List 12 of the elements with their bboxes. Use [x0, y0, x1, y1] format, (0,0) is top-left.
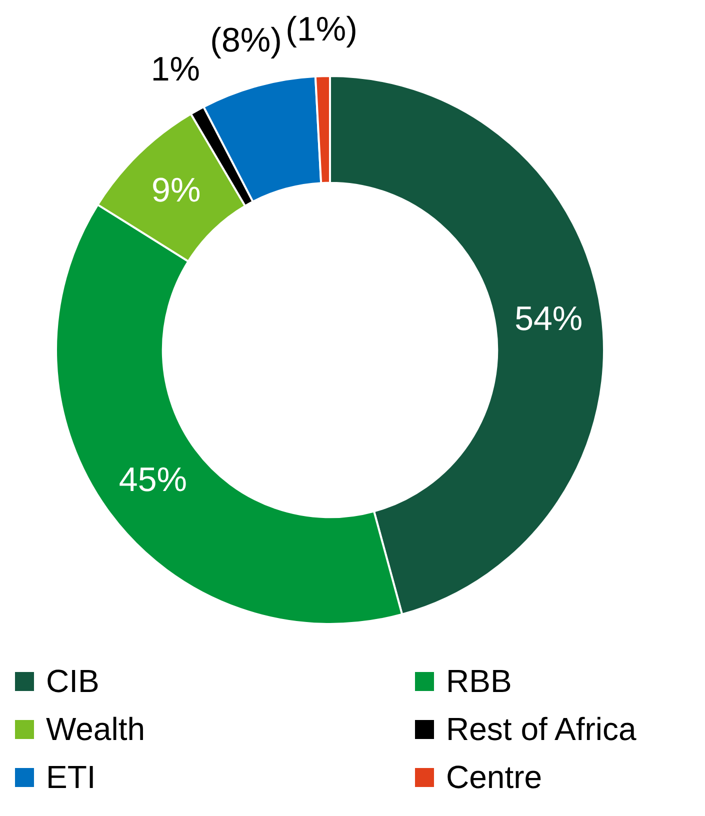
legend-label: Centre	[445, 758, 544, 797]
data-label: 54%	[514, 300, 583, 338]
legend-label: CIB	[45, 662, 100, 701]
data-label: (1%)	[286, 10, 358, 48]
data-label: 1%	[150, 50, 200, 88]
legend-label: ETI	[45, 758, 97, 797]
legend-label: Wealth	[45, 710, 146, 749]
legend-label: Rest of Africa	[445, 710, 638, 749]
data-label: 45%	[118, 460, 187, 499]
data-label: 9%	[152, 171, 201, 210]
legend-label: RBB	[445, 662, 513, 701]
data-label: (8%)	[210, 22, 282, 60]
